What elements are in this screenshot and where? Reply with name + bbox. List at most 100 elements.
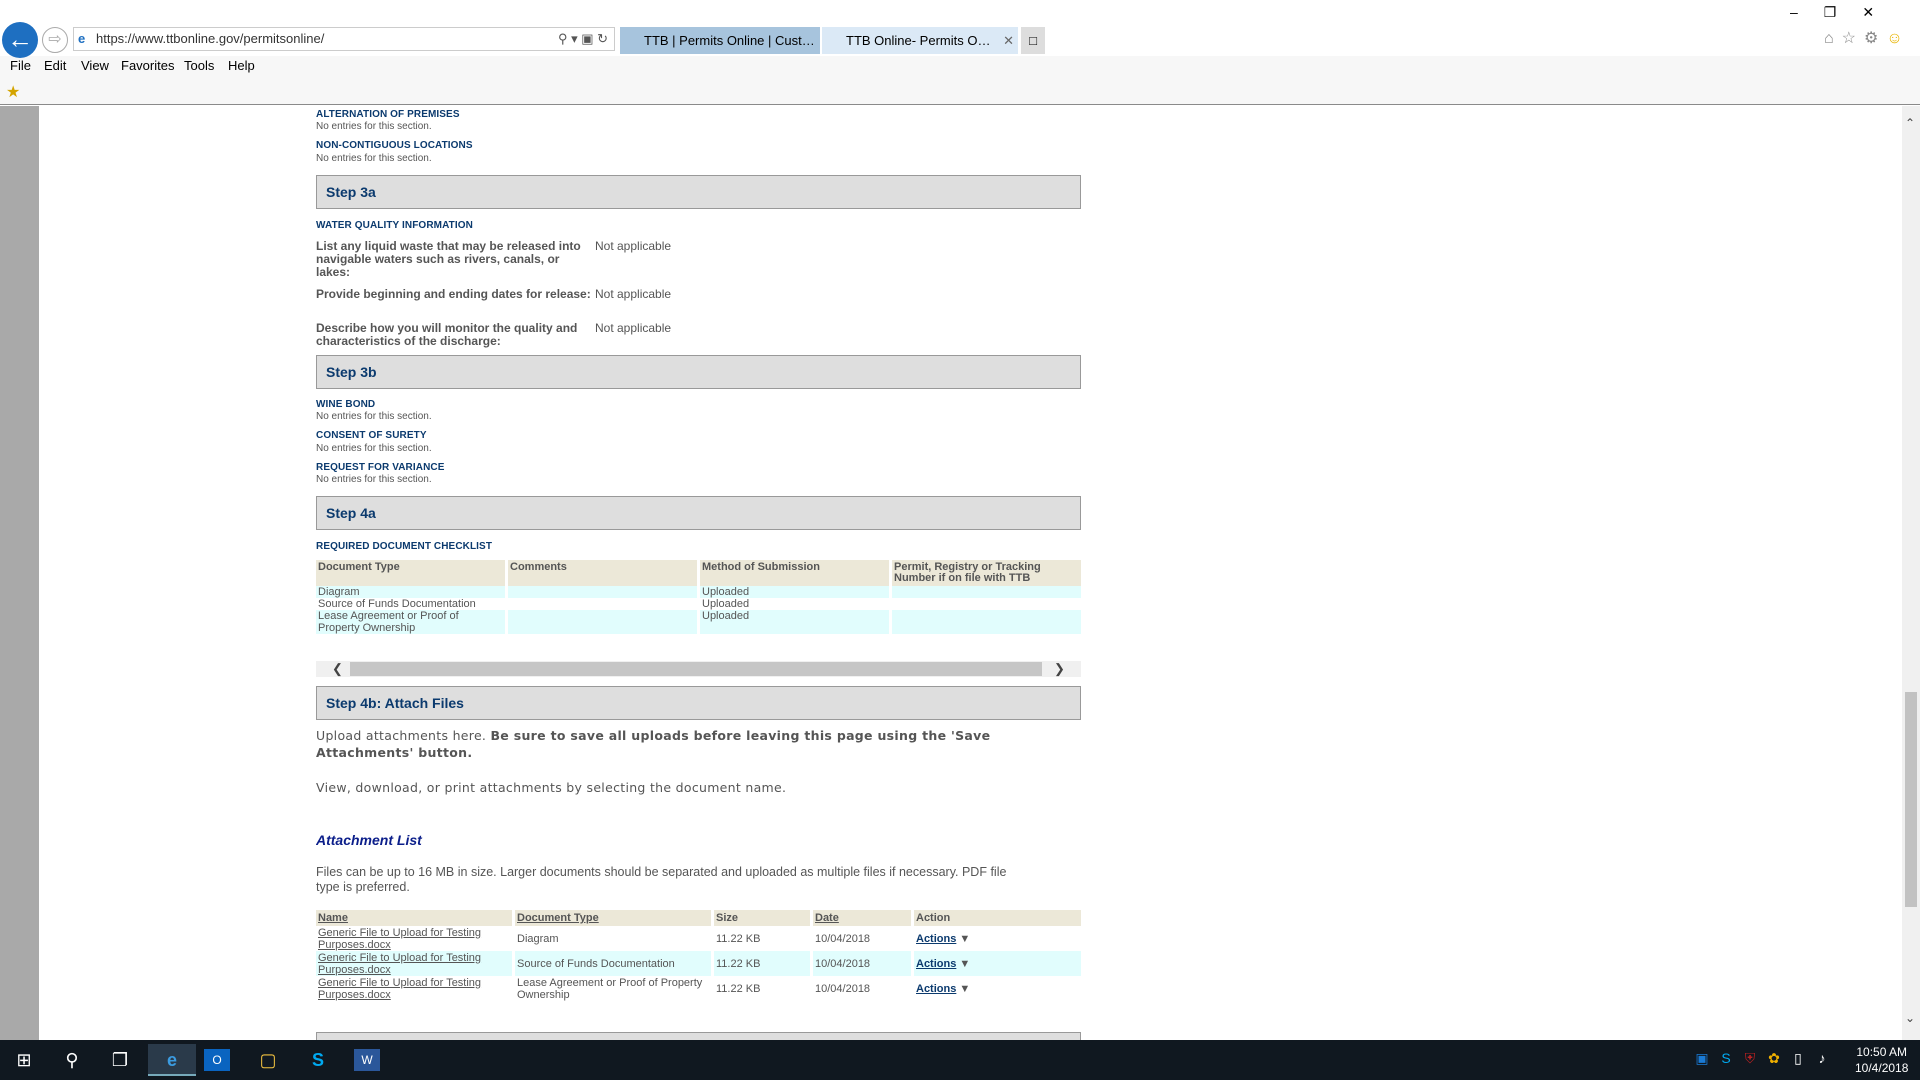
forward-button[interactable]: ⇨	[42, 27, 68, 53]
section-title: ALTERNATION OF PREMISES	[316, 109, 460, 120]
outlook-tray-icon: ▣	[1695, 1050, 1709, 1066]
taskbar	[0, 1040, 1920, 1080]
section-text: No entries for this section.	[316, 411, 432, 422]
file-size-note: Files can be up to 16 MB in size. Larger…	[316, 865, 1007, 894]
question-value: Not applicable	[595, 287, 672, 301]
system-tray-icons[interactable]: ▣ S ⛨ ✿ ▯ ♪	[1690, 1050, 1834, 1067]
menu-bar	[0, 56, 1920, 104]
table-row: Source of Funds Documentation Uploaded	[318, 598, 750, 610]
word-icon[interactable]: W	[354, 1049, 380, 1071]
question-value: Not applicable	[595, 239, 672, 253]
menu-favorites[interactable]: Favorites	[121, 58, 175, 73]
section-title: REQUEST FOR VARIANCE	[316, 462, 445, 473]
url-text: https://www.ttbonline.gov/permitsonline/	[96, 31, 325, 46]
menu-help[interactable]: Help	[228, 58, 255, 73]
new-tab-button[interactable]: □	[1021, 27, 1045, 54]
column-header: Size	[714, 910, 810, 926]
favorites-star-icon[interactable]: ★	[6, 84, 21, 101]
question-row: Describe how you will monitor the qualit…	[316, 322, 1081, 355]
menu-view[interactable]: View	[81, 58, 109, 73]
close-tab-icon[interactable]: ✕	[1003, 33, 1014, 48]
page-content: ALTERNATION OF PREMISES No entries for t…	[316, 109, 1081, 1040]
table-row: Lease Agreement or Proof of Property Own…	[316, 610, 1081, 634]
step-3a-header: Step 3a	[316, 175, 1081, 209]
question-label: List any liquid waste that may be releas…	[316, 239, 581, 279]
section-text: No entries for this section.	[316, 121, 432, 132]
scrollbar-thumb[interactable]	[350, 662, 1042, 676]
clock[interactable]: 10:50 AM 10/4/2018	[1855, 1045, 1909, 1075]
actions-dropdown[interactable]: Actions	[916, 957, 957, 970]
sort-name[interactable]: Name	[318, 912, 348, 924]
view-instructions: View, download, or print attachments by …	[316, 780, 787, 795]
section-title: CONSENT OF SURETY	[316, 430, 427, 441]
sort-document-type[interactable]: Document Type	[517, 912, 599, 924]
question-value: Not applicable	[595, 321, 672, 335]
actions-dropdown[interactable]: Actions	[916, 932, 957, 945]
section-title: NON-CONTIGUOUS LOCATIONS	[316, 140, 473, 151]
actions-dropdown[interactable]: Actions	[916, 982, 957, 995]
scroll-right-icon[interactable]: ❯	[1054, 661, 1065, 676]
scrollbar-thumb[interactable]	[1905, 692, 1917, 907]
search-lock-refresh-icons[interactable]: ⚲ ▾ ▣ ↻	[557, 31, 608, 46]
home-star-gear-smiley-icons[interactable]: ⌂☆⚙☺	[1824, 30, 1911, 47]
table-row: Diagram Uploaded	[316, 586, 1081, 598]
volume-icon: ♪	[1818, 1050, 1826, 1066]
tab-permits-online[interactable]: TTB | Permits Online | Custom...	[620, 27, 820, 54]
back-button[interactable]: ←	[2, 22, 38, 58]
question-label: Describe how you will monitor the qualit…	[316, 321, 578, 348]
attachment-table: Name Document Type Size Date Action Generic …	[316, 910, 1081, 1001]
scroll-left-icon[interactable]: ❮	[332, 661, 343, 676]
menu-file[interactable]: File	[10, 58, 31, 73]
question-row: Provide beginning and ending dates for r…	[316, 288, 1081, 322]
start-button[interactable]: ⊞	[16, 1050, 32, 1070]
next-section-box	[316, 1032, 1081, 1040]
tab-ttb-online[interactable]: TTB Online- Permits Online...✕	[822, 27, 1018, 54]
column-header: Comments	[508, 560, 697, 586]
file-explorer-icon[interactable]: ▢	[259, 1050, 277, 1070]
address-bar[interactable]: https://www.ttbonline.gov/permitsonline/…	[73, 27, 615, 51]
section-title: REQUIRED DOCUMENT CHECKLIST	[316, 541, 493, 552]
file-link[interactable]: Generic File to Upload for Testing Purpo…	[318, 926, 482, 951]
table-row: Generic File to Upload for Testing Purpo…	[316, 951, 1081, 976]
app-tray-icon: ✿	[1768, 1050, 1780, 1066]
question-row: List any liquid waste that may be releas…	[316, 240, 1081, 288]
column-header: Document Type	[316, 560, 505, 586]
menu-tools[interactable]: Tools	[184, 58, 215, 73]
step-4b-header: Step 4b: Attach Files	[316, 686, 1081, 720]
caret-down-icon: ▼	[959, 957, 971, 970]
step-3b-header: Step 3b	[316, 355, 1081, 389]
search-icon[interactable]: ⚲	[65, 1050, 79, 1070]
table-row: Generic File to Upload for Testing Purpo…	[318, 976, 971, 1001]
upload-instructions: Upload attachments here. Be sure to save…	[316, 728, 991, 760]
mcafee-icon: ⛨	[1744, 1050, 1756, 1066]
skype-tray-icon: S	[1721, 1050, 1731, 1066]
file-link[interactable]: Generic File to Upload for Testing Purpo…	[318, 951, 482, 976]
ie-icon: e	[78, 31, 86, 46]
document-checklist-table: Document Type Comments Method of Submissio…	[316, 560, 1081, 634]
section-title: WATER QUALITY INFORMATION	[316, 220, 473, 231]
attachment-list-title: Attachment List	[316, 832, 422, 848]
section-text: No entries for this section.	[316, 443, 432, 454]
task-view-icon[interactable]: ❐	[111, 1050, 129, 1070]
column-header: Action	[914, 910, 1081, 926]
question-label: Provide beginning and ending dates for r…	[316, 287, 591, 301]
sort-date[interactable]: Date	[815, 912, 839, 924]
column-header: Method of Submission	[700, 560, 889, 586]
window-controls[interactable]: –❐✕	[1790, 4, 1901, 20]
horizontal-scrollbar[interactable]: ❮ ❯	[316, 661, 1081, 677]
section-text: No entries for this section.	[316, 153, 432, 164]
section-title: WINE BOND	[316, 399, 376, 410]
section-text: No entries for this section.	[316, 474, 432, 485]
step-4a-header: Step 4a	[316, 496, 1081, 530]
internet-explorer-icon[interactable]: e	[148, 1044, 196, 1076]
outlook-icon[interactable]: O	[204, 1049, 230, 1071]
caret-down-icon: ▼	[959, 932, 971, 945]
file-link[interactable]: Generic File to Upload for Testing Purpo…	[318, 976, 482, 1001]
caret-down-icon: ▼	[959, 982, 971, 995]
table-row: Generic File to Upload for Testing Purpo…	[318, 926, 971, 951]
left-margin	[0, 106, 39, 1040]
usb-icon: ▯	[1794, 1050, 1802, 1066]
column-header: Permit, Registry or Tracking Number if o…	[892, 560, 1081, 586]
skype-icon[interactable]: S	[311, 1050, 324, 1070]
menu-edit[interactable]: Edit	[44, 58, 67, 73]
